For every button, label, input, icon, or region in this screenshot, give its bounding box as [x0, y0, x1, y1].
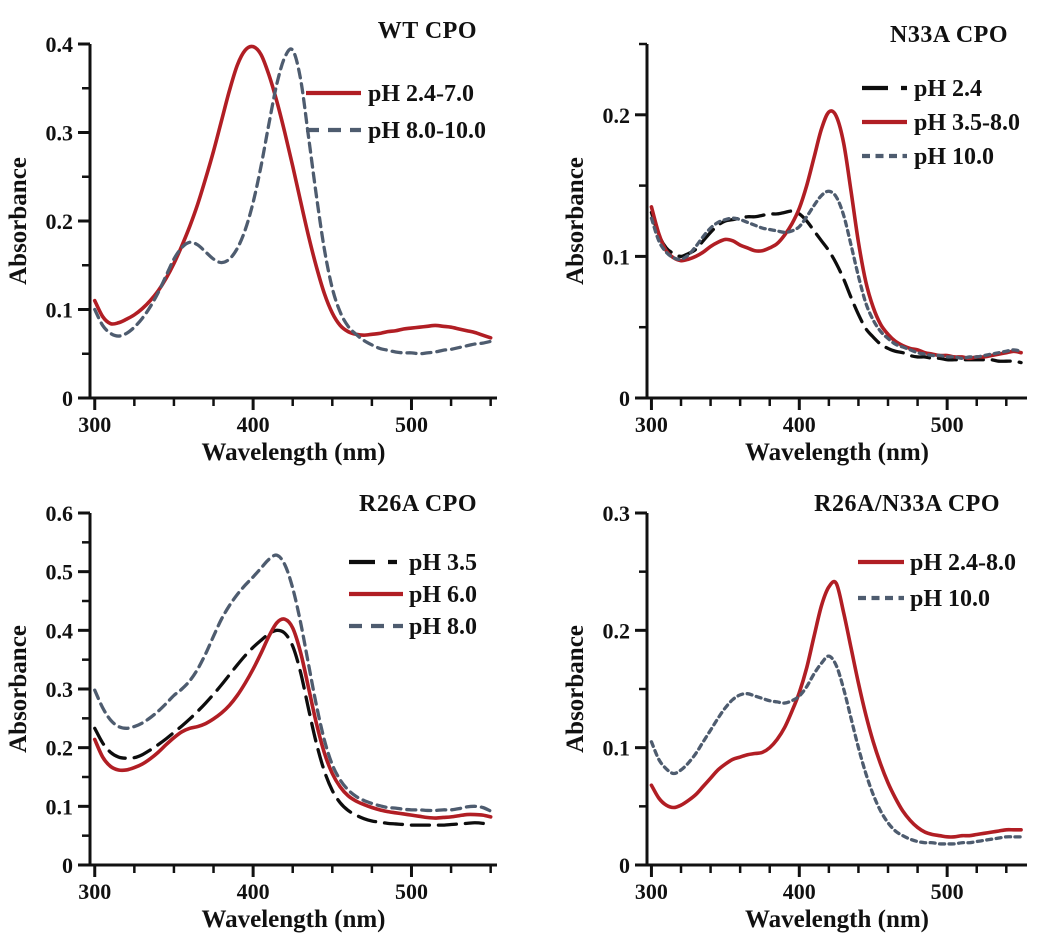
chart-r26a-n33a-cpo: 300 400 500 0 0.1 0.2 0.3 Wavelength (nm) Absorb…	[562, 491, 1027, 933]
x-axis-title: Wavelength (nm)	[201, 439, 385, 466]
chart-title: R26A/N33A CPO	[814, 491, 1000, 517]
y-tick-label: 0.5	[46, 560, 74, 585]
y-tick-label: 0.2	[603, 103, 631, 128]
x-axis-title: Wavelength (nm)	[745, 906, 929, 933]
series-curve-ph-3.5	[93, 628, 493, 827]
x-tick-label: 300	[635, 412, 668, 437]
y-tick-label: 0	[62, 853, 73, 878]
series-curve-ph-8.0-10.0	[93, 47, 493, 356]
chart-title: WT CPO	[378, 18, 477, 44]
y-tick-label: 0.6	[46, 501, 74, 526]
legend-label: pH 6.0	[409, 582, 477, 608]
y-axis-title: Absorbance	[562, 157, 589, 285]
legend-label: pH 2.4	[914, 76, 982, 102]
x-axis-title: Wavelength (nm)	[745, 439, 929, 466]
chart-title: N33A CPO	[890, 22, 1008, 48]
x-tick-label: 500	[395, 412, 428, 437]
y-tick-label: 0.4	[46, 618, 74, 643]
x-tick-label: 500	[931, 412, 964, 437]
x-tick-label: 300	[635, 879, 668, 904]
y-tick-label: 0.1	[603, 244, 631, 269]
y-tick-label: 0.3	[603, 501, 631, 526]
x-tick-label: 400	[783, 412, 816, 437]
series-curve-ph-2.4	[649, 209, 1023, 365]
x-axis-title: Wavelength (nm)	[201, 906, 385, 933]
panel-wt-cpo: 300 400 500 0 0.1 0.2 0.3 0.4 Wavelength (nm) Abs…	[0, 0, 527, 467]
legend-label: pH 2.4-8.0	[910, 550, 1016, 576]
x-tick-label: 500	[931, 879, 964, 904]
chart-title: R26A CPO	[359, 491, 477, 517]
y-axis-title: Absorbance	[5, 625, 32, 753]
x-tick-label: 400	[237, 412, 270, 437]
y-axis-title: Absorbance	[562, 625, 589, 753]
y-tick-label: 0.1	[46, 794, 74, 819]
panel-r26a-n33a-cpo: 300 400 500 0 0.1 0.2 0.3 Wavelength (nm) Absorb…	[527, 467, 1055, 934]
x-tick-label: 300	[78, 412, 111, 437]
series-curve-ph-10.0	[649, 189, 1023, 360]
y-tick-label: 0.2	[603, 618, 631, 643]
legend-label: pH 3.5	[409, 550, 477, 576]
y-axis-title: Absorbance	[5, 157, 32, 285]
y-tick-label: 0.2	[46, 209, 74, 234]
y-tick-label: 0.4	[46, 32, 74, 57]
series-curve-ph-6.0	[92, 617, 493, 820]
legend-label: pH 3.5-8.0	[914, 110, 1020, 136]
legend-label: pH 10.0	[910, 586, 990, 612]
y-tick-label: 0	[619, 386, 630, 411]
x-tick-label: 400	[237, 879, 270, 904]
series-curve-ph-2.4-8.0	[649, 579, 1023, 839]
legend-label: pH 10.0	[914, 144, 994, 170]
chart-n33a-cpo: 300 400 500 0 0.1 0.2 Wavelength (nm) Absorbanc…	[562, 22, 1027, 466]
chart-wt-cpo: 300 400 500 0 0.1 0.2 0.3 0.4 Wavelength (nm) Abs…	[5, 18, 497, 466]
y-tick-label: 0	[619, 853, 630, 878]
x-tick-label: 300	[78, 879, 111, 904]
panel-r26a-cpo: 300 400 500 0 0.1 0.2 0.3 0.4 0.5 0.6 Wavelength (…	[0, 467, 527, 934]
x-tick-label: 500	[395, 879, 428, 904]
series-curve-ph-8.0	[93, 553, 493, 813]
y-tick-label: 0.2	[46, 736, 74, 761]
legend-label: pH 8.0-10.0	[368, 118, 486, 144]
y-tick-label: 0	[62, 386, 73, 411]
y-tick-label: 0.3	[46, 677, 74, 702]
legend-label: pH 2.4-7.0	[368, 81, 474, 107]
y-tick-label: 0.3	[46, 121, 74, 146]
series-curve-ph-10.0	[649, 654, 1023, 846]
chart-r26a-cpo: 300 400 500 0 0.1 0.2 0.3 0.4 0.5 0.6 Wavelength (…	[5, 491, 497, 933]
x-tick-label: 400	[783, 879, 816, 904]
legend-label: pH 8.0	[409, 614, 477, 640]
panel-n33a-cpo: 300 400 500 0 0.1 0.2 Wavelength (nm) Absorbanc…	[527, 0, 1055, 467]
y-tick-label: 0.1	[603, 736, 631, 761]
y-tick-label: 0.1	[46, 298, 74, 323]
